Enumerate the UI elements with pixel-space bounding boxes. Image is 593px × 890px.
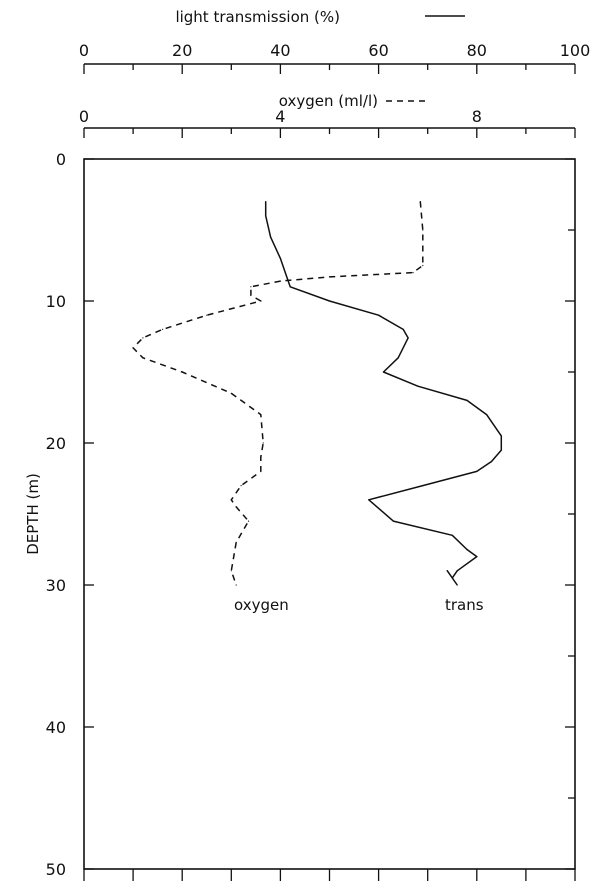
oxygen-data-point: [230, 392, 232, 394]
bottom-axis-ticks: [83, 869, 576, 881]
depth-axis: 0 10 20 30 40 50 DEPTH (m): [24, 150, 575, 879]
depth-tick-label: 50: [46, 860, 66, 879]
light-transmission-tick-label: 20: [172, 41, 192, 60]
trans-data-point: [500, 435, 502, 437]
light-transmission-axis: 0 20 40 60 80 100 light transmission (%): [79, 8, 590, 74]
oxygen-tick-label: 8: [472, 107, 482, 126]
trans-data-point: [382, 371, 385, 373]
depth-tick-label: 0: [56, 150, 66, 169]
oxygen-data-point: [422, 229, 424, 231]
oxygen-data-point: [181, 371, 183, 373]
oxygen-data-point: [142, 357, 144, 359]
trans-data-point: [397, 357, 399, 359]
depth-axis-title: DEPTH (m): [24, 473, 42, 555]
oxygen-data-point: [328, 276, 331, 278]
oxygen-tick-label: 4: [275, 107, 285, 126]
oxygen-series-line: [132, 201, 424, 586]
trans-data-point: [402, 328, 404, 330]
trans-data-point: [446, 570, 448, 572]
oxygen-series-label: oxygen: [234, 596, 289, 614]
depth-tick-label: 10: [46, 292, 66, 311]
trans-data-point: [451, 534, 453, 536]
trans-data-point: [284, 272, 286, 274]
depth-tick-label: 30: [46, 576, 66, 595]
oxygen-data-point: [262, 442, 264, 444]
oxygen-data-point: [260, 456, 262, 458]
trans-series-label: trans: [445, 596, 484, 614]
trans-data-point: [451, 577, 453, 579]
oxygen-data-point: [412, 272, 414, 274]
trans-data-point: [289, 286, 291, 288]
trans-data-point: [486, 414, 488, 416]
trans-data-point: [265, 215, 267, 217]
trans-series-line: [264, 201, 503, 586]
trans-data-point: [456, 570, 458, 572]
light-transmission-tick-label: 40: [270, 41, 290, 60]
trans-data-point: [328, 300, 331, 302]
trans-data-point: [490, 460, 493, 463]
oxygen-axis: 0 4 8 oxygen (ml/l): [79, 92, 576, 138]
trans-data-point: [476, 556, 478, 558]
light-transmission-tick-label: 100: [560, 41, 591, 60]
trans-data-point: [500, 449, 502, 451]
trans-data-point: [417, 385, 419, 387]
trans-data-point: [279, 257, 281, 259]
oxygen-axis-title: oxygen (ml/l): [279, 92, 378, 110]
oxygen-data-point: [422, 264, 424, 267]
oxygen-data-point: [260, 470, 262, 472]
series-layer: [132, 201, 503, 586]
trans-data-point: [378, 314, 380, 316]
oxygen-data-point: [260, 300, 262, 302]
oxygen-data-point: [235, 584, 237, 586]
trans-data-point: [407, 337, 409, 339]
oxygen-data-point: [419, 201, 421, 203]
trans-data-point: [456, 584, 458, 586]
oxygen-data-point: [250, 294, 252, 296]
trans-data-point: [466, 399, 468, 401]
light-transmission-axis-ticks: 0 20 40 60 80 100: [79, 41, 590, 74]
oxygen-data-point: [132, 347, 134, 349]
oxygen-data-point: [230, 570, 232, 572]
depth-axis-ticks: 0 10 20 30 40 50: [46, 150, 575, 879]
oxygen-data-point: [142, 337, 144, 339]
oxygen-axis-ticks: 0 4 8: [79, 107, 576, 138]
oxygen-data-point: [235, 506, 237, 508]
oxygen-data-point: [206, 314, 208, 316]
trans-data-point: [392, 520, 394, 522]
light-transmission-axis-title: light transmission (%): [175, 8, 340, 26]
oxygen-data-point: [162, 328, 164, 330]
oxygen-data-point: [247, 520, 250, 522]
oxygen-data-point: [235, 541, 237, 544]
oxygen-tick-label: 0: [79, 107, 89, 126]
trans-data-point: [265, 201, 267, 203]
light-transmission-tick-label: 0: [79, 41, 89, 60]
light-transmission-tick-label: 60: [368, 41, 388, 60]
trans-data-point: [466, 548, 468, 551]
trans-data-point: [368, 499, 370, 501]
trans-data-point: [270, 236, 272, 238]
oxygen-data-point: [230, 499, 232, 501]
depth-tick-label: 20: [46, 434, 66, 453]
light-transmission-tick-label: 80: [467, 41, 487, 60]
oxygen-data-point: [260, 414, 262, 416]
oxygen-data-point: [250, 286, 252, 288]
trans-data-point: [422, 485, 424, 487]
trans-data-point: [476, 470, 478, 472]
oxygen-data-point: [279, 280, 281, 282]
plot-frame: [83, 158, 576, 870]
oxygen-data-point: [240, 485, 242, 487]
depth-tick-label: 40: [46, 718, 66, 737]
